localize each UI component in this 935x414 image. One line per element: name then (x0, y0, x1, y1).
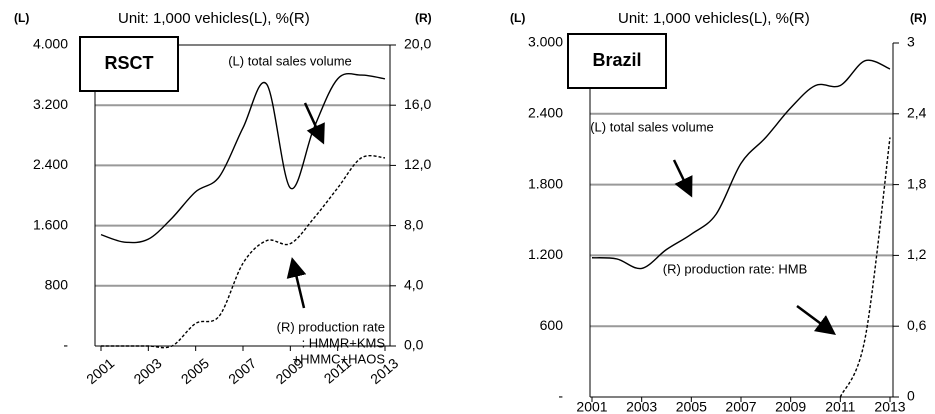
x-tick-label: 2001 (576, 399, 607, 414)
annotation-arrow (286, 257, 307, 309)
annotation-arrow (303, 102, 325, 145)
annotation: (R) production rate (277, 319, 385, 334)
y2-tick-label: 0,0 (404, 337, 424, 353)
y-tick-label: 1.800 (528, 175, 563, 191)
y-tick-label: - (558, 388, 563, 404)
series-line (100, 72, 386, 244)
y2-tick-label: 4,0 (404, 277, 424, 293)
x-tick-label: 2003 (130, 355, 164, 387)
annotation-arrow (672, 159, 693, 198)
y2-tick-label: 1,2 (907, 246, 927, 262)
y-tick-label: 600 (540, 317, 564, 333)
series-line (839, 137, 891, 398)
series-line (591, 59, 891, 270)
y2-tick-label: 20,0 (404, 36, 431, 52)
annotation: +HMMC+HAOS (293, 351, 386, 366)
y-tick-label: - (63, 337, 68, 353)
x-tick-label: 2003 (626, 399, 657, 414)
series-line (101, 154, 386, 349)
x-tick-label: 2007 (725, 399, 756, 414)
chart-title: Brazil (592, 50, 641, 70)
y2-tick-label: 2,4 (907, 105, 927, 121)
y2-tick-label: 0,6 (907, 317, 927, 333)
unit-label: Unit: 1,000 vehicles(L), %(R) (118, 10, 310, 27)
y-tick-label: 2.400 (528, 105, 563, 121)
y-tick-label: 800 (45, 277, 69, 293)
y2-tick-label: 1,8 (907, 175, 927, 191)
left-axis-label: (L) (14, 11, 29, 25)
right-axis-label: (R) (910, 11, 927, 25)
x-tick-label: 2013 (874, 399, 905, 414)
annotation-arrow (796, 304, 837, 335)
x-tick-label: 2011 (825, 399, 855, 414)
chart-title: RSCT (105, 53, 154, 73)
x-tick-label: 2005 (676, 399, 707, 414)
annotation: (L) total sales volume (228, 53, 352, 68)
title-box (79, 36, 179, 92)
y2-tick-label: 12,0 (404, 156, 431, 172)
x-tick-label: 2007 (225, 355, 259, 387)
annotation: (R) production rate: HMB (663, 261, 808, 276)
left-axis-label: (L) (510, 11, 525, 25)
x-tick-label: 2009 (775, 399, 806, 414)
annotation: : HMMR+KMS (302, 335, 386, 350)
y-tick-label: 4.000 (33, 36, 68, 52)
x-tick-label: 2005 (178, 355, 212, 387)
unit-label: Unit: 1,000 vehicles(L), %(R) (618, 10, 810, 27)
y2-tick-label: 0 (907, 388, 915, 404)
right-axis-label: (R) (415, 11, 432, 25)
annotation: (L) total sales volume (590, 119, 714, 134)
y-tick-label: 3.000 (528, 34, 563, 50)
x-tick-label: 2001 (83, 355, 117, 387)
y2-tick-label: 16,0 (404, 96, 431, 112)
y-tick-label: 3.200 (33, 96, 68, 112)
y-tick-label: 1.600 (33, 216, 68, 232)
y-tick-label: 2.400 (33, 156, 68, 172)
y-tick-label: 1.200 (528, 246, 563, 262)
title-box (567, 33, 667, 89)
y2-tick-label: 8,0 (404, 216, 424, 232)
y2-tick-label: 3 (907, 34, 915, 50)
